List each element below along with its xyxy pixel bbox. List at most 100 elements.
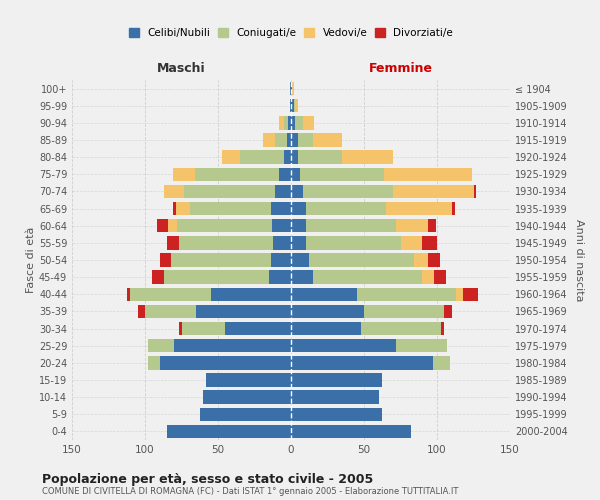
Bar	[167, 424, 291, 438]
Bar	[223, 150, 240, 164]
Bar	[271, 254, 291, 266]
Bar	[287, 134, 291, 146]
Bar	[396, 219, 428, 232]
Bar	[271, 202, 291, 215]
Text: Popolazione per età, sesso e stato civile - 2005: Popolazione per età, sesso e stato civil…	[42, 472, 373, 486]
Bar	[173, 202, 176, 215]
Bar	[386, 202, 452, 215]
Bar	[275, 134, 287, 146]
Bar	[308, 254, 413, 266]
Y-axis label: Anni di nascita: Anni di nascita	[574, 219, 584, 301]
Bar	[137, 304, 145, 318]
Bar	[434, 270, 446, 284]
Bar	[167, 236, 179, 250]
Bar	[313, 270, 422, 284]
Bar	[292, 82, 294, 96]
Bar	[179, 236, 274, 250]
Bar	[184, 184, 275, 198]
Bar	[290, 82, 291, 96]
Bar	[291, 134, 298, 146]
Bar	[272, 219, 291, 232]
Bar	[164, 270, 269, 284]
Bar	[179, 322, 182, 336]
Bar	[173, 168, 194, 181]
Bar	[190, 202, 271, 215]
Bar	[302, 116, 314, 130]
Bar	[160, 356, 291, 370]
Bar	[401, 236, 422, 250]
Bar	[291, 168, 300, 181]
Bar	[294, 99, 295, 112]
Bar	[291, 408, 382, 421]
Bar	[291, 184, 302, 198]
Bar	[284, 116, 288, 130]
Bar	[291, 424, 411, 438]
Bar	[280, 116, 284, 130]
Bar	[313, 134, 342, 146]
Bar	[298, 134, 313, 146]
Bar	[473, 184, 476, 198]
Bar	[291, 390, 379, 404]
Text: Maschi: Maschi	[157, 62, 206, 75]
Bar	[200, 408, 291, 421]
Bar	[342, 150, 393, 164]
Bar	[463, 288, 478, 301]
Bar	[291, 99, 294, 112]
Bar	[194, 168, 280, 181]
Bar	[288, 116, 291, 130]
Bar	[291, 236, 305, 250]
Bar	[291, 322, 361, 336]
Bar	[291, 116, 295, 130]
Bar	[291, 270, 313, 284]
Bar	[263, 134, 275, 146]
Bar	[148, 356, 160, 370]
Bar	[295, 116, 302, 130]
Bar	[456, 288, 463, 301]
Bar	[275, 184, 291, 198]
Legend: Celibi/Nubili, Coniugati/e, Vedovi/e, Divorziati/e: Celibi/Nubili, Coniugati/e, Vedovi/e, Di…	[125, 24, 457, 42]
Bar	[269, 270, 291, 284]
Bar	[302, 184, 393, 198]
Bar	[130, 288, 211, 301]
Bar	[171, 254, 271, 266]
Bar	[444, 304, 452, 318]
Bar	[148, 339, 174, 352]
Bar	[280, 168, 291, 181]
Bar	[177, 219, 272, 232]
Bar	[196, 304, 291, 318]
Bar	[182, 322, 226, 336]
Y-axis label: Fasce di età: Fasce di età	[26, 227, 36, 293]
Bar	[152, 270, 164, 284]
Bar	[274, 236, 291, 250]
Bar	[305, 219, 396, 232]
Bar	[433, 356, 450, 370]
Bar	[284, 150, 291, 164]
Bar	[298, 150, 342, 164]
Bar	[422, 270, 434, 284]
Text: COMUNE DI CIVITELLA DI ROMAGNA (FC) - Dati ISTAT 1° gennaio 2005 - Elaborazione : COMUNE DI CIVITELLA DI ROMAGNA (FC) - Da…	[42, 488, 458, 496]
Bar	[169, 219, 177, 232]
Bar	[290, 99, 291, 112]
Bar	[291, 219, 305, 232]
Bar	[364, 304, 444, 318]
Bar	[452, 202, 455, 215]
Bar	[157, 219, 169, 232]
Bar	[291, 374, 382, 386]
Bar	[442, 322, 444, 336]
Bar	[396, 339, 447, 352]
Bar	[145, 304, 196, 318]
Bar	[385, 168, 472, 181]
Text: Femmine: Femmine	[368, 62, 433, 75]
Bar	[305, 236, 401, 250]
Bar	[291, 288, 356, 301]
Bar	[361, 322, 442, 336]
Bar	[291, 254, 308, 266]
Bar	[291, 150, 298, 164]
Bar	[291, 339, 396, 352]
Bar	[295, 99, 298, 112]
Bar	[174, 339, 291, 352]
Bar	[393, 184, 473, 198]
Bar	[428, 219, 436, 232]
Bar	[428, 254, 440, 266]
Bar	[164, 184, 184, 198]
